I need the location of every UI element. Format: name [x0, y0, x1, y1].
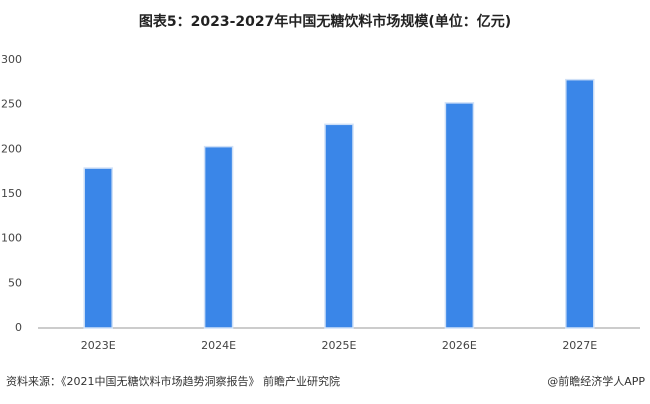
- bar: [203, 145, 234, 329]
- x-tick-label: 2026E: [442, 339, 477, 352]
- bar: [565, 78, 595, 329]
- x-tick-label: 2024E: [201, 339, 236, 352]
- chart-title: 图表5：2023-2027年中国无糖饮料市场规模(单位：亿元): [139, 13, 511, 30]
- y-tick-label: 0: [15, 321, 22, 334]
- y-tick-label: 250: [1, 98, 22, 111]
- y-tick-label: 200: [1, 142, 22, 155]
- bar: [83, 167, 113, 329]
- x-tick-label: 2027E: [562, 339, 597, 352]
- brand: @前瞻经济学人APP: [547, 374, 645, 388]
- bar: [324, 123, 354, 329]
- bar: [444, 102, 475, 329]
- y-tick-label: 50: [8, 276, 22, 289]
- y-tick-label: 150: [1, 187, 22, 200]
- x-tick-label: 2023E: [81, 339, 116, 352]
- y-tick-label: 100: [1, 232, 22, 245]
- x-tick-label: 2025E: [322, 339, 357, 352]
- y-tick-label: 300: [1, 53, 22, 66]
- source: 资料来源：《2021中国无糖饮料市场趋势洞察报告》 前瞻产业研究院: [6, 374, 340, 388]
